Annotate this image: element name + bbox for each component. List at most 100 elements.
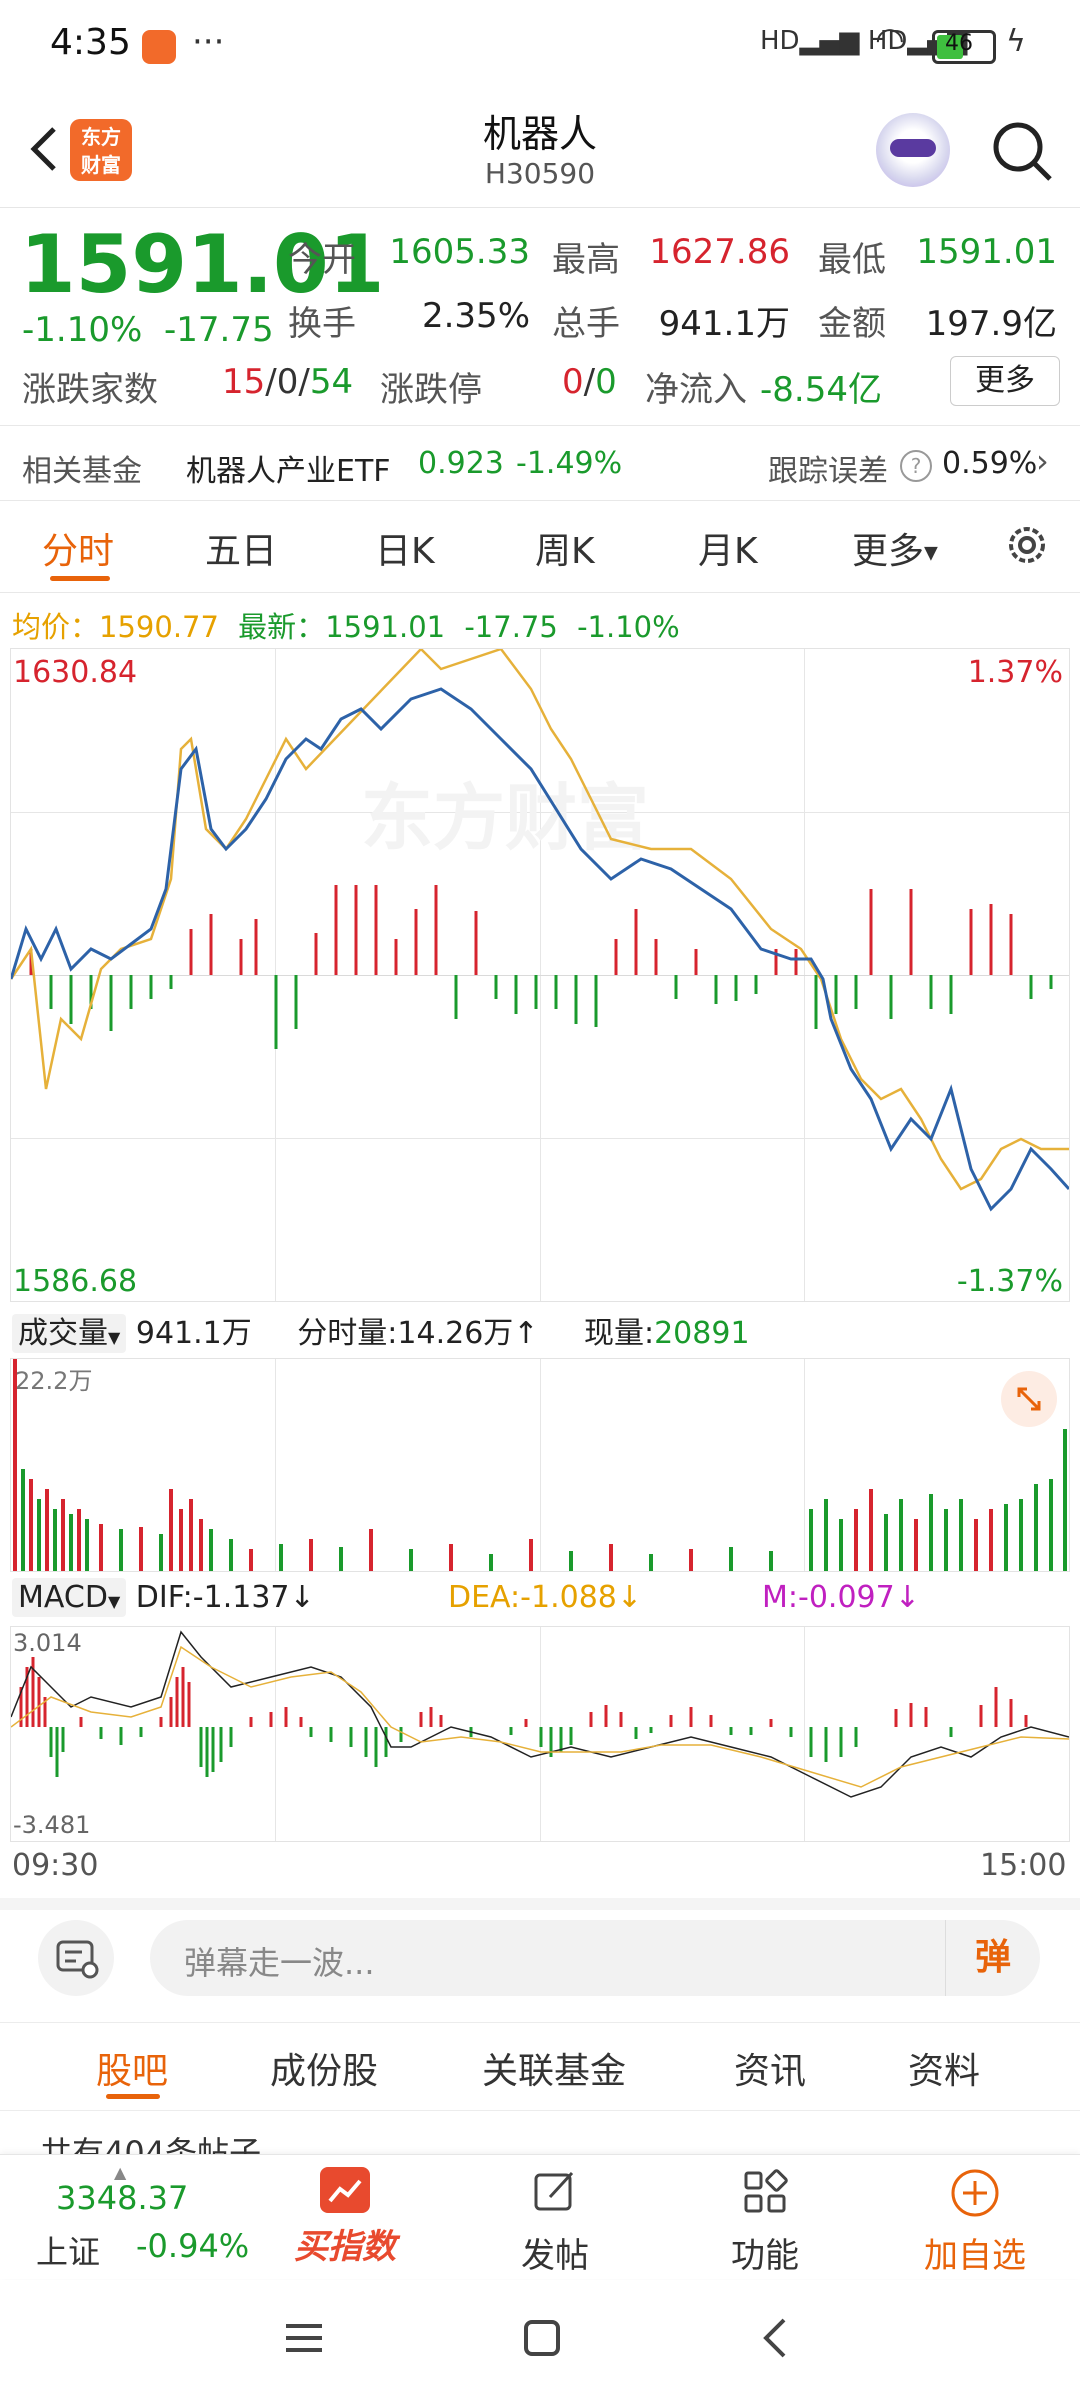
help-icon[interactable]: ? <box>900 450 932 482</box>
low-value: 1591.01 <box>916 232 1057 272</box>
index-code: H30590 <box>484 157 596 190</box>
intraday-info: 均价：1590.77 最新：1591.01 -17.75 -1.10% <box>12 604 680 646</box>
volume-total: 941.1万 <box>135 1316 252 1351</box>
fenshi-volume-value: 14.26万↑ <box>397 1316 539 1351</box>
more-notifications-icon: ··· <box>192 22 225 62</box>
danmu-send-label: 弹 <box>974 1937 1011 1978</box>
charging-icon: ϟ <box>1006 24 1026 59</box>
battery-icon: 46 <box>932 30 996 64</box>
tab-weekly-k[interactable]: 周K <box>535 531 595 572</box>
tab-constituents[interactable]: 成份股 <box>270 2051 379 2092</box>
fund-price: 0.923 <box>418 446 504 481</box>
status-bar: 4:35 ··· HD▂▄▆ HD▂▄▆ ◠ 46 ϟ <box>0 0 1080 95</box>
danmu-send-button[interactable]: 弹 <box>945 1920 1040 1996</box>
high-value: 1627.86 <box>649 232 790 272</box>
fund-name[interactable]: 机器人产业ETF <box>186 454 391 489</box>
index-value: 3348.37 <box>56 2179 189 2217</box>
macd-top-label: 3.014 <box>13 1629 82 1657</box>
search-button[interactable] <box>988 117 1058 187</box>
price-lines-svg <box>11 649 1069 1212</box>
buy-index-label: 买指数 <box>294 2227 396 2267</box>
macd-dropdown-label: MACD <box>18 1580 108 1615</box>
tab-more[interactable]: 更多▼ <box>852 522 938 574</box>
volume-value: 941.1万 <box>658 304 790 344</box>
latest-pct: -1.10% <box>577 610 680 644</box>
function-button[interactable]: 功能 <box>710 2167 820 2277</box>
tab-daily-k[interactable]: 日K <box>375 531 435 572</box>
system-nav-bar <box>0 2280 1080 2400</box>
chart-low-price: 1586.68 <box>13 1264 138 1299</box>
time-start: 09:30 <box>12 1848 99 1883</box>
market-index-widget[interactable]: ▲ 3348.37 上证 -0.94% <box>30 2163 270 2271</box>
tab-monthly-k[interactable]: 月K <box>698 531 758 572</box>
intraday-price-chart[interactable]: 东方财富 <box>10 648 1070 1302</box>
limit-values: 0/0 <box>562 362 617 402</box>
system-back-button[interactable] <box>754 2314 798 2362</box>
chart-high-pct: 1.37% <box>967 655 1063 690</box>
amount-value: 197.9亿 <box>925 304 1057 344</box>
current-price: 1591.01 <box>20 218 385 311</box>
chart-settings-button[interactable] <box>1002 520 1052 570</box>
breadth-label: 涨跌家数 <box>22 370 158 410</box>
turnover-label: 换手 <box>288 304 356 344</box>
gear-icon <box>1009 527 1045 563</box>
tab-profile[interactable]: 资料 <box>908 2051 981 2092</box>
volume-chart[interactable]: 22.2万 <box>10 1358 1070 1572</box>
macd-chart[interactable]: 3.014 -3.481 <box>10 1626 1070 1842</box>
volume-max-label: 22.2万 <box>15 1367 93 1395</box>
macd-bottom-label: -3.481 <box>13 1811 91 1839</box>
tracking-error-label: 跟踪误差 <box>768 454 888 489</box>
expand-chart-button[interactable] <box>1001 1371 1057 1427</box>
tab-more-label: 更多 <box>852 531 925 572</box>
tab-news[interactable]: 资讯 <box>734 2051 807 2092</box>
time-end: 15:00 <box>980 1848 1067 1883</box>
danmu-input-placeholder: 弹幕走一波... <box>184 1944 375 1982</box>
tab-fenshi[interactable]: 分时 <box>42 531 115 572</box>
volume-dropdown[interactable]: 成交量▼ <box>12 1314 127 1353</box>
robot-avatar-icon[interactable] <box>876 113 950 187</box>
index-name: 上证 <box>36 2233 101 2271</box>
expand-icon <box>1017 1387 1041 1411</box>
macd-dropdown[interactable]: MACD▼ <box>12 1578 127 1617</box>
latest-label: 最新： <box>238 610 326 644</box>
tab-guba[interactable]: 股吧 <box>96 2051 169 2092</box>
amount-label: 金额 <box>818 304 886 344</box>
breadth-values: 15/0/54 <box>222 362 354 402</box>
caret-down-icon: ▼ <box>107 1592 121 1611</box>
add-watchlist-button[interactable]: 加自选 <box>910 2167 1040 2277</box>
chevron-right-icon[interactable]: › <box>1036 442 1049 480</box>
tab-related-funds[interactable]: 关联基金 <box>482 2051 627 2092</box>
volume-label: 总手 <box>552 304 620 344</box>
limit-up: 0 <box>562 362 584 402</box>
open-value: 1605.33 <box>389 232 530 272</box>
tab-five-day[interactable]: 五日 <box>205 531 278 572</box>
high-label: 最高 <box>552 240 620 280</box>
current-volume-label: 现量: <box>583 1316 655 1351</box>
price-line <box>11 687 1069 1212</box>
divider <box>0 425 1080 426</box>
battery-level: 46 <box>945 31 973 56</box>
buy-index-button[interactable]: 买指数 <box>290 2167 400 2268</box>
caret-up-icon: ▲ <box>114 2163 127 2182</box>
brand-logo: 东方财富 <box>70 119 132 181</box>
breadth-down: 54 <box>309 362 354 402</box>
tab-guba-underline <box>106 2094 160 2099</box>
home-button[interactable] <box>520 2316 564 2360</box>
fund-change: -1.49% <box>516 446 623 481</box>
page-title: 机器人 <box>482 112 597 156</box>
chart-low-pct: -1.37% <box>956 1264 1063 1299</box>
more-button[interactable]: 更多 <box>950 356 1060 406</box>
menu-button[interactable] <box>282 2318 326 2358</box>
volume-dropdown-label: 成交量 <box>18 1316 108 1351</box>
danmu-input[interactable]: 弹幕走一波... 弹 <box>150 1920 1040 1996</box>
caret-down-icon: ▼ <box>108 1328 121 1347</box>
divider <box>0 2110 1080 2111</box>
post-button[interactable]: 发帖 <box>500 2167 610 2277</box>
avg-value: 1590.77 <box>99 610 219 644</box>
danmu-settings-button[interactable] <box>38 1920 114 1996</box>
back-button[interactable] <box>20 119 70 179</box>
current-volume-value: 20891 <box>654 1316 750 1351</box>
app-notification-icon <box>142 30 176 64</box>
macd-dea: DEA:-1.088↓ <box>448 1580 643 1615</box>
dea-line <box>11 1645 1069 1788</box>
